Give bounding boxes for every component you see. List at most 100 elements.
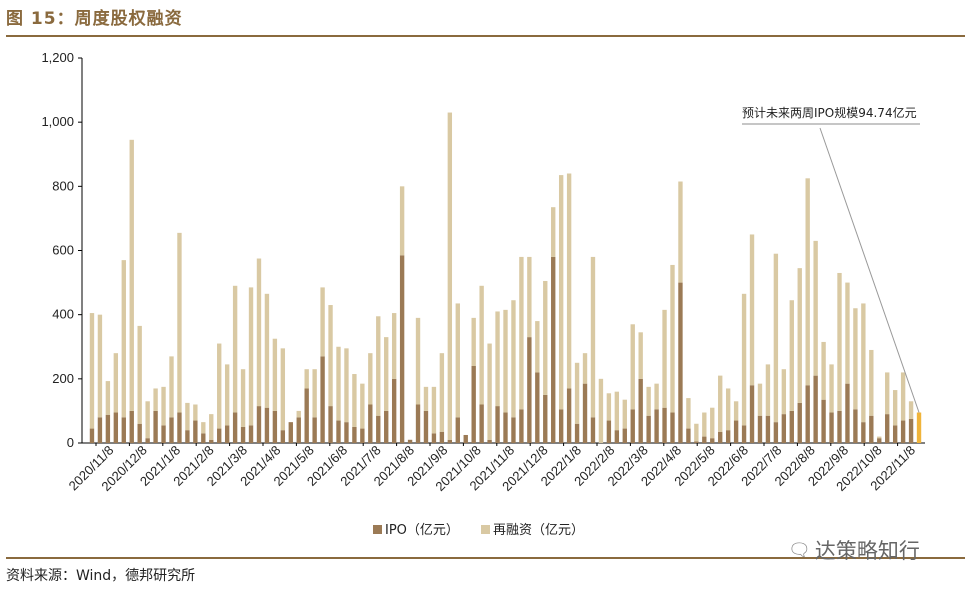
legend-label-refinancing: 再融资（亿元） [493, 523, 584, 538]
bar-refinancing [821, 341, 826, 400]
bar-refinancing [725, 388, 731, 431]
bar-ipo [725, 430, 731, 443]
bar-ipo [328, 406, 333, 443]
bar-ipo [177, 412, 182, 443]
bar-refinancing [153, 388, 158, 411]
bar-ipo [264, 407, 270, 443]
bar-ipo [256, 406, 262, 443]
y-tick-label: 600 [52, 243, 74, 258]
bar-refinancing [598, 378, 604, 443]
title-divider [6, 35, 965, 37]
x-axis-labels: 2020/11/82020/12/82021/1/82021/2/82021/3… [66, 443, 918, 495]
bar-ipo [121, 417, 126, 443]
bar-refinancing [137, 325, 142, 424]
bar-refinancing [614, 391, 620, 431]
bar-ipo [201, 433, 206, 443]
bar-ipo [407, 439, 413, 443]
bar-ipo [686, 428, 691, 443]
annotation-text: 预计未来两周IPO规模94.74亿元 [742, 105, 917, 120]
bar-refinancing [296, 410, 301, 418]
bar-refinancing [431, 386, 437, 434]
bar-refinancing [280, 348, 286, 431]
bar-ipo [280, 430, 286, 443]
bar-ipo [638, 378, 643, 443]
bar-ipo [304, 388, 309, 443]
bar-refinancing [304, 369, 309, 389]
bar-refinancing [368, 353, 373, 405]
bar-ipo [217, 428, 222, 443]
bar-ipo [630, 409, 635, 443]
bar-refinancing [105, 381, 111, 415]
bar-refinancing [320, 287, 325, 357]
bar-refinancing [185, 402, 190, 431]
bar-ipo [916, 412, 922, 443]
bar-refinancing [837, 272, 842, 411]
bar-ipo [423, 410, 429, 443]
bar-refinancing [129, 139, 134, 411]
bar-ipo [733, 420, 739, 443]
bar-refinancing [527, 256, 532, 338]
bar-refinancing [248, 287, 254, 426]
bar-refinancing [797, 268, 802, 403]
y-tick-label: 0 [67, 435, 74, 450]
bar-ipo [662, 407, 667, 443]
bar-ipo [718, 431, 723, 443]
bar-refinancing [741, 293, 747, 426]
bar-ipo [885, 414, 890, 443]
bar-ipo [670, 412, 675, 443]
bar-refinancing [773, 253, 779, 423]
bar-refinancing [487, 343, 492, 440]
bar-refinancing [678, 181, 683, 283]
bar-refinancing [765, 364, 771, 416]
bar-refinancing [845, 282, 850, 384]
bar-ipo [312, 417, 317, 443]
source-note: 资料来源：Wind，德邦研究所 [6, 568, 196, 584]
bar-ipo [161, 425, 166, 443]
y-tick-label: 1,000 [41, 114, 74, 129]
chart-bars [89, 112, 922, 443]
figure-title: 图 15：周度股权融资 [6, 9, 183, 29]
bar-ipo [535, 372, 540, 443]
bar-ipo [527, 337, 532, 443]
bar-refinancing [376, 316, 381, 416]
annotation-leader-line [819, 127, 920, 413]
watermark: 🗨 达策略知行 [788, 535, 920, 565]
bar-ipo [320, 356, 325, 443]
bar-ipo [908, 418, 914, 443]
bar-ipo [399, 255, 405, 443]
y-tick-label: 800 [52, 178, 74, 193]
bar-ipo [566, 388, 572, 443]
bar-refinancing [853, 308, 858, 410]
bar-ipo [137, 423, 142, 443]
bar-refinancing [694, 423, 699, 442]
chart-annotation: 预计未来两周IPO规模94.74亿元 [742, 105, 920, 413]
bar-refinancing [789, 300, 794, 411]
bar-ipo [845, 383, 850, 443]
bar-refinancing [391, 313, 397, 379]
bar-refinancing [749, 234, 755, 386]
bar-refinancing [161, 386, 166, 426]
bar-refinancing [869, 349, 874, 416]
bar-refinancing [495, 311, 500, 407]
bar-ipo [487, 439, 492, 443]
bar-refinancing [686, 398, 691, 429]
bar-refinancing [670, 264, 675, 413]
bar-ipo [821, 399, 826, 443]
bar-ipo [240, 426, 246, 443]
bar-refinancing [829, 364, 834, 413]
bar-ipo [741, 425, 747, 443]
bar-refinancing [535, 321, 540, 373]
bar-refinancing [447, 112, 453, 440]
bar-ipo [702, 436, 707, 443]
bar-ipo [765, 415, 771, 443]
legend-swatch-refinancing [481, 525, 490, 534]
bar-ipo [813, 375, 818, 443]
bar-refinancing [558, 175, 564, 410]
bar-ipo [805, 385, 810, 443]
bar-refinancing [272, 338, 278, 411]
bar-ipo [749, 385, 755, 443]
bar-ipo [209, 439, 214, 443]
bar-refinancing [861, 303, 866, 423]
bar-ipo [519, 409, 524, 443]
bar-ipo [590, 417, 596, 443]
